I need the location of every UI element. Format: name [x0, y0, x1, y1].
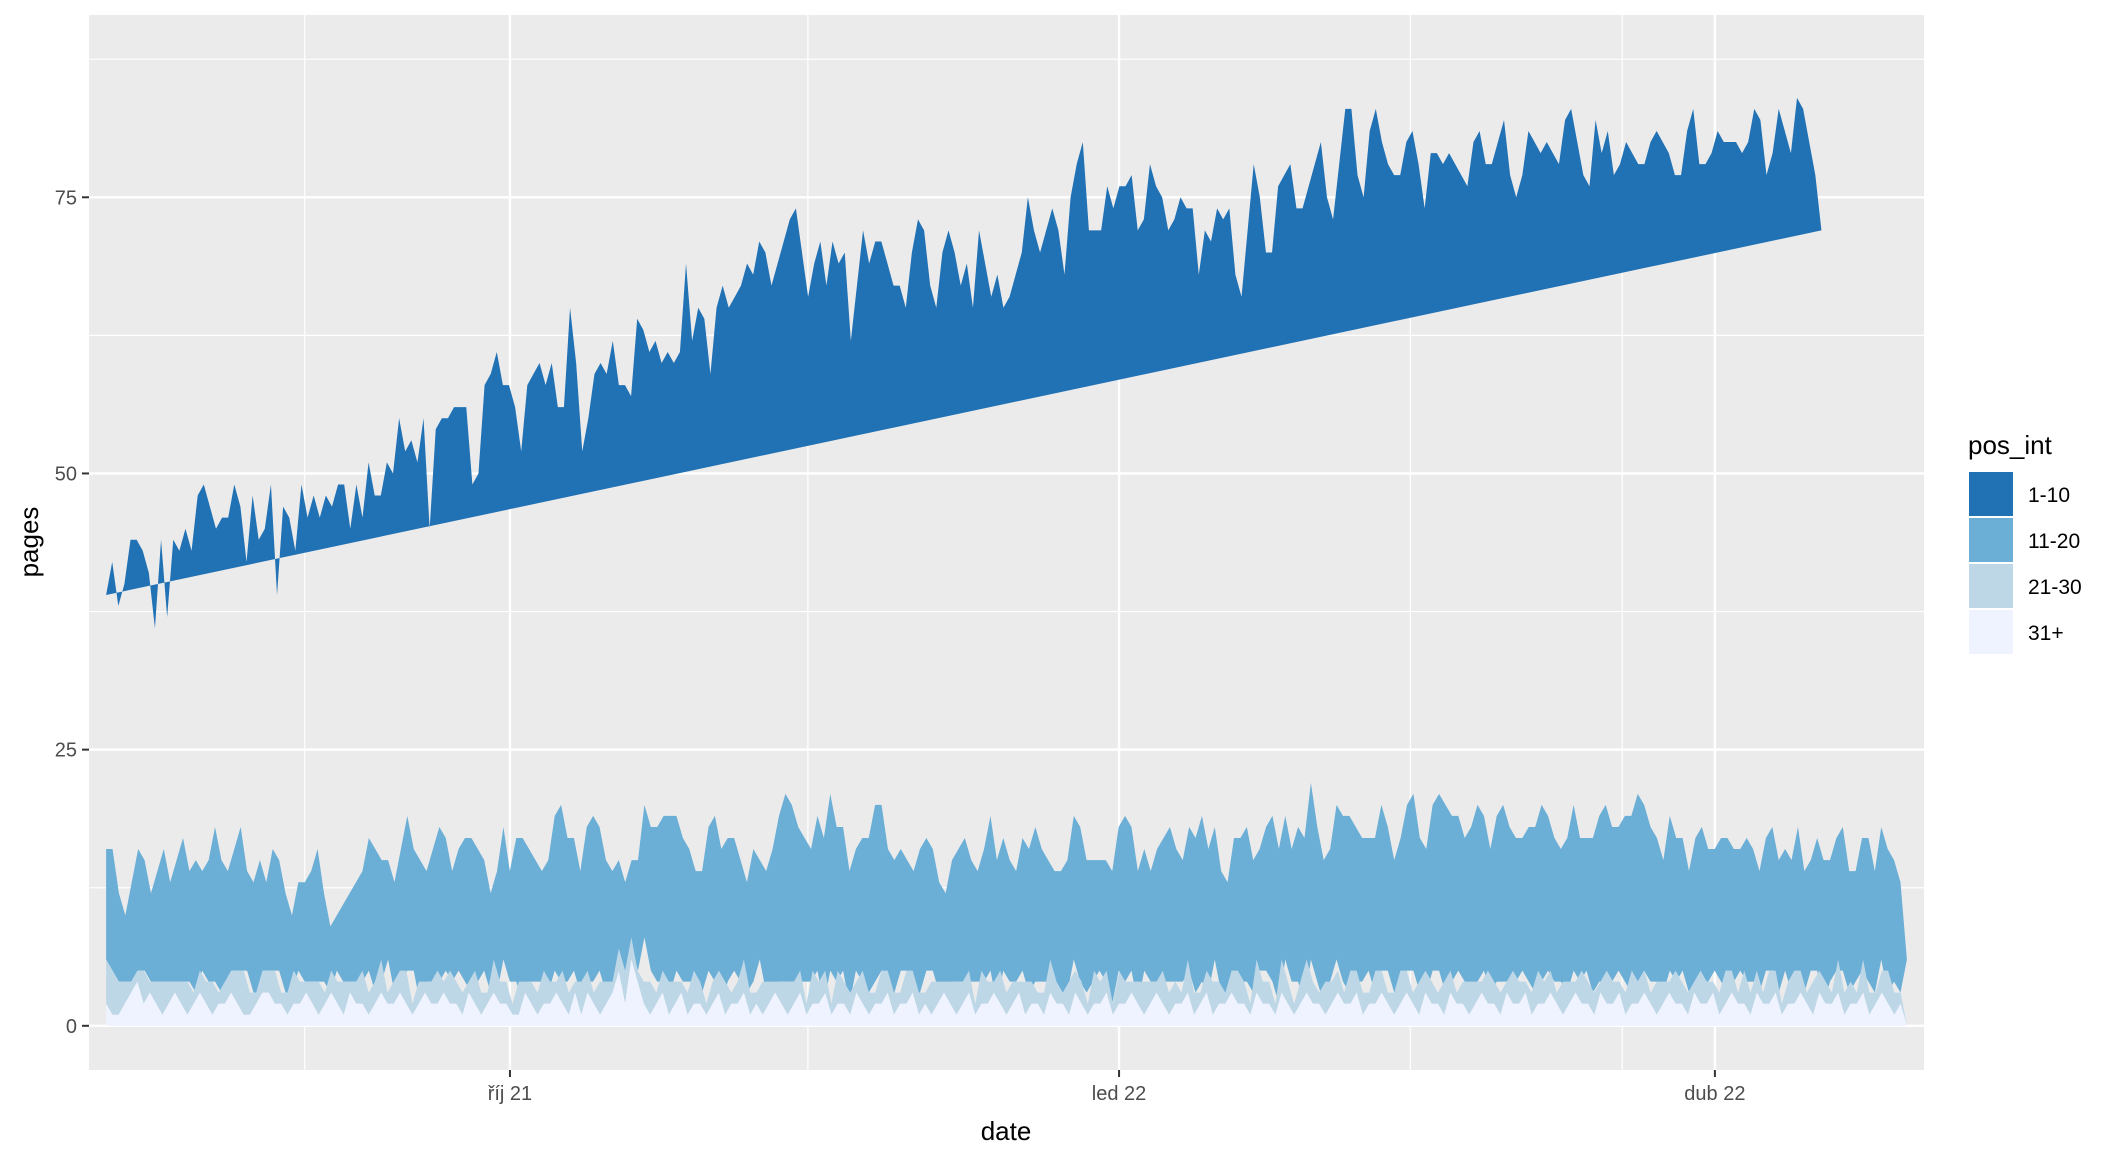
x-axis: říj 21 led 22 dub 22 — [488, 1070, 1745, 1105]
x-tick-label: dub 22 — [1684, 1083, 1745, 1105]
x-tick-label: říj 21 — [488, 1083, 532, 1105]
legend-key-31+ — [1969, 610, 2013, 654]
y-tick-label: 0 — [66, 1016, 77, 1038]
y-axis: 0 25 50 75 — [55, 187, 89, 1038]
area-series-31+ — [106, 959, 1907, 1026]
area-series-11-20 — [106, 782, 1907, 1004]
y-tick-label: 75 — [55, 187, 77, 209]
area-layers — [106, 97, 1907, 1026]
legend-label-21-30: 21-30 — [2028, 576, 2082, 599]
x-tick-label: led 22 — [1092, 1083, 1147, 1105]
legend-title: pos_int — [1968, 430, 2053, 460]
legend-key-11-20 — [1969, 518, 2013, 562]
legend-label-31+: 31+ — [2028, 622, 2064, 645]
legend-key-1-10 — [1969, 472, 2013, 516]
legend-label-11-20: 11-20 — [2028, 530, 2080, 553]
y-tick-label: 50 — [55, 463, 77, 485]
y-axis-title: pages — [14, 507, 44, 578]
legend-key-21-30 — [1969, 564, 2013, 608]
x-axis-title: date — [981, 1116, 1032, 1146]
y-tick-label: 25 — [55, 740, 77, 762]
area-series-1-10 — [106, 97, 1822, 629]
legend: pos_int 1-10 11-20 21-30 31+ — [1968, 430, 2082, 654]
legend-label-1-10: 1-10 — [2028, 484, 2070, 507]
area-series-21-30 — [106, 937, 1907, 1026]
